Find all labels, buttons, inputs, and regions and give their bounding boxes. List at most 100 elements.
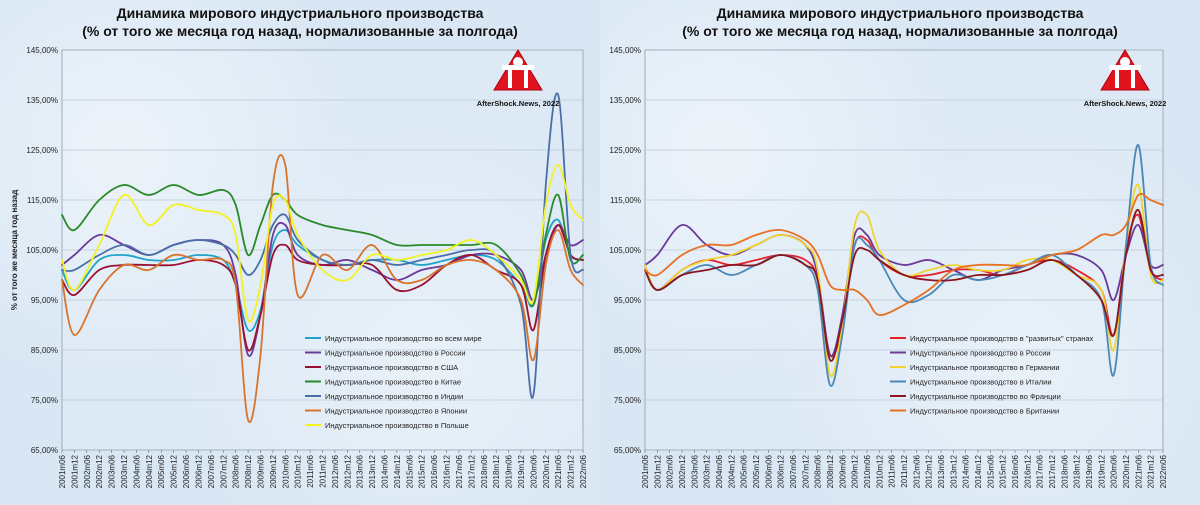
x-tick-label: 2007m12 xyxy=(219,454,228,488)
x-tick-label: 2018m12 xyxy=(1073,454,1082,488)
logo-caption: AfterShock.News, 2022 xyxy=(1084,99,1167,108)
x-tick-label: 2009m12 xyxy=(851,454,860,488)
y-tick-label: 85,00% xyxy=(614,346,641,355)
logo-leg xyxy=(1131,70,1135,88)
x-tick-label: 2003m12 xyxy=(703,454,712,488)
y-tick-label: 135,00% xyxy=(609,96,641,105)
y-tick-label: 125,00% xyxy=(26,146,58,155)
y-axis-label: % от того же месяца год назад xyxy=(10,190,19,311)
logo-leg xyxy=(1115,70,1119,88)
x-tick-label: 2004m12 xyxy=(727,454,736,488)
legend-entry: Индустриальное производство во всем мире xyxy=(325,334,482,343)
legend-entry: Индустриальное производство в Японии xyxy=(325,407,467,416)
legend-entry: Индустриальное производство в Индии xyxy=(325,392,463,401)
right-chart-panel: Динамика мирового индустриального произв… xyxy=(600,0,1200,505)
x-tick-label: 2022m06 xyxy=(579,454,588,488)
x-tick-label: 2002m12 xyxy=(95,454,104,488)
x-tick-label: 2008m06 xyxy=(814,454,823,488)
x-tick-label: 2017m12 xyxy=(1048,454,1057,488)
x-tick-label: 2008m12 xyxy=(244,454,253,488)
series-line-6 xyxy=(644,192,1164,316)
legend-entry: Индустриальное производство во Франции xyxy=(910,392,1061,401)
x-tick-label: 2015m12 xyxy=(999,454,1008,488)
x-tick-label: 2002m06 xyxy=(666,454,675,488)
series-line-6 xyxy=(61,154,584,423)
x-tick-label: 2014m12 xyxy=(393,454,402,488)
x-tick-label: 2012m06 xyxy=(912,454,921,488)
legend-entry: Индустриальное производство в России xyxy=(325,349,466,358)
x-tick-label: 2010m06 xyxy=(281,454,290,488)
y-tick-label: 75,00% xyxy=(31,396,58,405)
x-tick-label: 2021m12 xyxy=(1147,454,1156,488)
y-tick-label: 85,00% xyxy=(31,346,58,355)
y-tick-label: 95,00% xyxy=(31,296,58,305)
y-tick-label: 135,00% xyxy=(26,96,58,105)
x-tick-label: 2002m12 xyxy=(678,454,687,488)
logo-leg xyxy=(524,70,528,88)
x-tick-label: 2013m12 xyxy=(368,454,377,488)
x-tick-label: 2013m06 xyxy=(356,454,365,488)
x-tick-label: 2014m06 xyxy=(381,454,390,488)
legend-entry: Индустриальное производство в Италии xyxy=(910,378,1052,387)
logo-dot xyxy=(1120,57,1130,67)
x-tick-label: 2008m12 xyxy=(826,454,835,488)
x-tick-label: 2015m06 xyxy=(405,454,414,488)
x-tick-label: 2004m12 xyxy=(145,454,154,488)
right-chart-title: Динамика мирового индустриального произв… xyxy=(716,5,1084,21)
x-tick-label: 2017m12 xyxy=(467,454,476,488)
left-chart-panel: Динамика мирового индустриального произв… xyxy=(0,0,601,505)
x-tick-label: 2016m12 xyxy=(443,454,452,488)
left-chart-title: Динамика мирового индустриального произв… xyxy=(116,5,484,21)
x-tick-label: 2013m06 xyxy=(937,454,946,488)
legend-entry: Индустриальное производство в "развитых"… xyxy=(910,334,1094,343)
x-tick-label: 2020m06 xyxy=(1110,454,1119,488)
x-tick-label: 2005m12 xyxy=(752,454,761,488)
x-tick-label: 2018m12 xyxy=(492,454,501,488)
x-tick-label: 2017m06 xyxy=(455,454,464,488)
y-tick-label: 145,00% xyxy=(609,46,641,55)
y-tick-label: 115,00% xyxy=(610,196,641,205)
x-tick-label: 2022m06 xyxy=(1159,454,1168,488)
x-tick-label: 2011m12 xyxy=(319,454,328,487)
right-chart: 65,00% 75,00% 85,00% 95,00% 105,00% 115,00% 12… xyxy=(609,46,1168,488)
x-tick-label: 2004m06 xyxy=(715,454,724,488)
series-line-4 xyxy=(644,144,1164,387)
series-line-5 xyxy=(644,209,1164,362)
y-tick-label: 95,00% xyxy=(614,296,641,305)
x-tick-label: 2011m06 xyxy=(888,454,897,487)
y-tick-label: 65,00% xyxy=(31,446,58,455)
x-tick-label: 2007m12 xyxy=(801,454,810,488)
x-tick-label: 2010m12 xyxy=(875,454,884,488)
x-tick-label: 2021m12 xyxy=(567,454,576,488)
logo-caption: AfterShock.News, 2022 xyxy=(477,99,560,108)
y-tick-label: 105,00% xyxy=(26,246,58,255)
x-tick-label: 2005m12 xyxy=(170,454,179,488)
x-tick-label: 2020m06 xyxy=(529,454,538,488)
x-tick-label: 2019m12 xyxy=(1097,454,1106,488)
x-tick-label: 2003m12 xyxy=(120,454,129,488)
x-tick-label: 2016m12 xyxy=(1023,454,1032,488)
y-tick-label: 65,00% xyxy=(614,446,641,455)
legend-entry: Индустриальное производство в России xyxy=(910,349,1051,358)
series-line-3 xyxy=(644,183,1164,378)
legend-entry: Индустриальное производство в США xyxy=(325,363,458,372)
y-tick-label: 75,00% xyxy=(614,396,641,405)
y-tick-label: 145,00% xyxy=(26,46,58,55)
left-chart: 65,00% 75,00% 85,00% 95,00% 105,00% 115,00% 12… xyxy=(10,46,588,488)
y-tick-label: 125,00% xyxy=(609,146,641,155)
x-tick-label: 2018m06 xyxy=(1060,454,1069,488)
x-tick-label: 2010m06 xyxy=(863,454,872,488)
x-tick-label: 2008m06 xyxy=(232,454,241,488)
x-tick-label: 2012m06 xyxy=(331,454,340,488)
logo-dot xyxy=(513,57,523,67)
x-tick-label: 2003m06 xyxy=(108,454,117,488)
logo-bar xyxy=(502,65,534,70)
x-tick-label: 2001m12 xyxy=(70,454,79,488)
x-tick-label: 2020m12 xyxy=(1122,454,1131,488)
x-tick-label: 2016m06 xyxy=(430,454,439,488)
x-tick-label: 2021m06 xyxy=(1134,454,1143,488)
x-tick-label: 2012m12 xyxy=(925,454,934,488)
x-tick-label: 2001m06 xyxy=(58,454,67,488)
legend-entry: Индустриальное производство в Китае xyxy=(325,378,461,387)
legend-entry: Индустриальное производство в Германии xyxy=(910,363,1060,372)
